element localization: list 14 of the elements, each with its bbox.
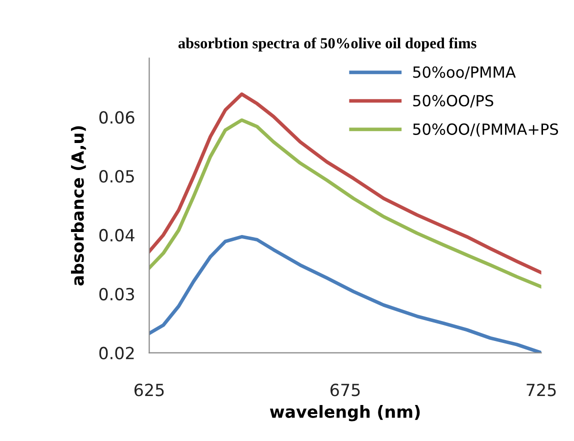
x-tick-label: 625: [134, 384, 164, 396]
legend-label: 50%OO/PS: [413, 94, 494, 108]
legend-label: 50%oo/PMMA: [413, 66, 516, 80]
y-tick-label: 0.02: [99, 346, 134, 360]
legend-label: 50%OO/(PMMA+PS: [413, 123, 558, 137]
x-tick-label: 725: [526, 384, 556, 396]
y-tick-label: 0.06: [99, 111, 134, 124]
y-tick-label: 0.04: [99, 228, 134, 242]
y-axis-title: absorbance (A,u): [71, 126, 86, 286]
y-tick-label: 0.05: [99, 170, 134, 183]
y-tick-label: 0.03: [99, 288, 134, 300]
x-tick-label: 675: [330, 384, 360, 396]
chart-title: absorbtion spectra of 50%olive oil doped fims: [178, 37, 476, 52]
x-axis-title: wavelengh (nm): [270, 405, 420, 422]
